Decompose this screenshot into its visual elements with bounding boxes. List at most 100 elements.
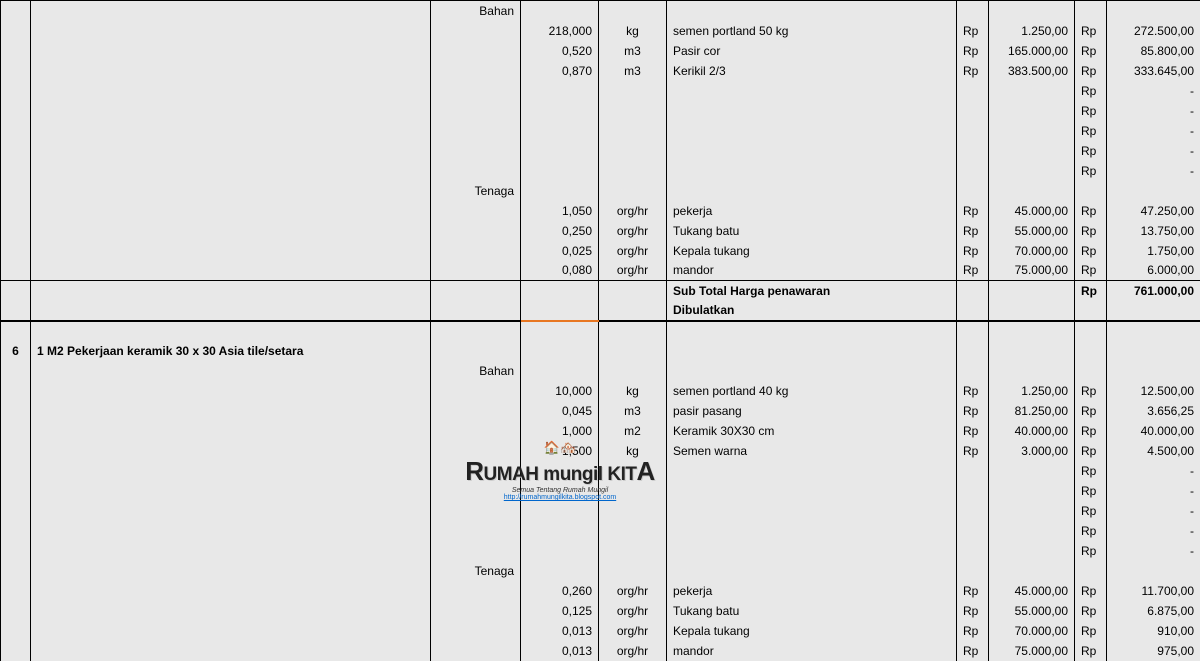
cell: m3 — [599, 41, 667, 61]
cell — [1, 321, 31, 341]
table-row: Rp - — [1, 541, 1200, 561]
table-row: Rp - — [1, 461, 1200, 481]
cell — [521, 541, 599, 561]
cell — [1, 41, 31, 61]
cell — [521, 181, 599, 201]
cell — [667, 161, 957, 181]
cell — [431, 261, 521, 281]
cell — [31, 221, 431, 241]
cell — [957, 181, 989, 201]
cell — [31, 621, 431, 641]
cell — [667, 81, 957, 101]
cell: 910,00 — [1107, 621, 1200, 641]
cell — [667, 541, 957, 561]
cell — [667, 101, 957, 121]
cell — [957, 541, 989, 561]
cell — [31, 481, 431, 501]
cell: Kepala tukang — [667, 621, 957, 641]
cell: 1.250,00 — [989, 21, 1075, 41]
cell — [989, 541, 1075, 561]
cell — [1, 601, 31, 621]
cell — [521, 281, 599, 301]
cell: 165.000,00 — [989, 41, 1075, 61]
cell: Rp — [1075, 541, 1107, 561]
cell — [599, 521, 667, 541]
cell — [521, 501, 599, 521]
cell — [599, 121, 667, 141]
cell — [431, 281, 521, 301]
cell: - — [1107, 101, 1200, 121]
cell: Rp — [957, 401, 989, 421]
cell — [431, 301, 521, 321]
table-row: 0,260 org/hr pekerja Rp 45.000,00 Rp 11.… — [1, 581, 1200, 601]
table-row: Rp - — [1, 121, 1200, 141]
table-row: 1,000 m2 Keramik 30X30 cm Rp 40.000,00 R… — [1, 421, 1200, 441]
table-row: 0,125 org/hr Tukang batu Rp 55.000,00 Rp… — [1, 601, 1200, 621]
section-header: 6 1 M2 Pekerjaan keramik 30 x 30 Asia ti… — [1, 341, 1200, 361]
cell — [431, 481, 521, 501]
cell: Tukang batu — [667, 601, 957, 621]
cell — [989, 341, 1075, 361]
cell: - — [1107, 161, 1200, 181]
cell: Rp — [1075, 121, 1107, 141]
cell — [667, 1, 957, 21]
cell — [599, 281, 667, 301]
cell — [667, 481, 957, 501]
cell — [1, 301, 31, 321]
subtotal-label2: Dibulatkan — [667, 301, 957, 321]
cell: Rp — [1075, 101, 1107, 121]
cell — [1, 61, 31, 81]
cell — [957, 481, 989, 501]
cell — [31, 361, 431, 381]
cell — [431, 61, 521, 81]
cell: Rp — [957, 441, 989, 461]
cell — [31, 381, 431, 401]
cell: 12.500,00 — [1107, 381, 1200, 401]
cell — [989, 461, 1075, 481]
cell: 272.500,00 — [1107, 21, 1200, 41]
table-row: 0,013 org/hr mandor Rp 75.000,00 Rp 975,… — [1, 641, 1200, 661]
cell — [667, 341, 957, 361]
cell: 81.250,00 — [989, 401, 1075, 421]
cell: Rp — [957, 21, 989, 41]
cell — [1107, 321, 1200, 341]
cell — [31, 181, 431, 201]
cell — [667, 521, 957, 541]
cell — [31, 241, 431, 261]
cell — [521, 561, 599, 581]
cell — [431, 381, 521, 401]
table-row: Bahan — [1, 1, 1200, 21]
cell: Rp — [1075, 41, 1107, 61]
cell: 10,000 — [521, 381, 599, 401]
cell — [431, 501, 521, 521]
table-row: 1,500 kg Semen warna Rp 3.000,00 Rp 4.50… — [1, 441, 1200, 461]
cell — [599, 321, 667, 341]
cell: 75.000,00 — [989, 261, 1075, 281]
cell: Rp — [1075, 621, 1107, 641]
cell — [431, 101, 521, 121]
cell: Kepala tukang — [667, 241, 957, 261]
cell — [1, 381, 31, 401]
cell: 70.000,00 — [989, 621, 1075, 641]
cell — [989, 281, 1075, 301]
cell — [31, 421, 431, 441]
cell: 70.000,00 — [989, 241, 1075, 261]
cell — [521, 341, 599, 361]
section-title: 1 M2 Pekerjaan keramik 30 x 30 Asia tile… — [31, 341, 431, 361]
cell — [431, 241, 521, 261]
cell — [431, 161, 521, 181]
table-row: Tenaga — [1, 181, 1200, 201]
cell: Rp — [957, 381, 989, 401]
cell — [957, 121, 989, 141]
cell — [31, 441, 431, 461]
cell — [31, 261, 431, 281]
cell — [521, 101, 599, 121]
cell: - — [1107, 481, 1200, 501]
cell — [31, 641, 431, 661]
cell — [1, 261, 31, 281]
cell — [521, 81, 599, 101]
table-row: 0,520 m3 Pasir cor Rp 165.000,00 Rp 85.8… — [1, 41, 1200, 61]
cell: - — [1107, 141, 1200, 161]
cell: - — [1107, 121, 1200, 141]
cell — [989, 181, 1075, 201]
